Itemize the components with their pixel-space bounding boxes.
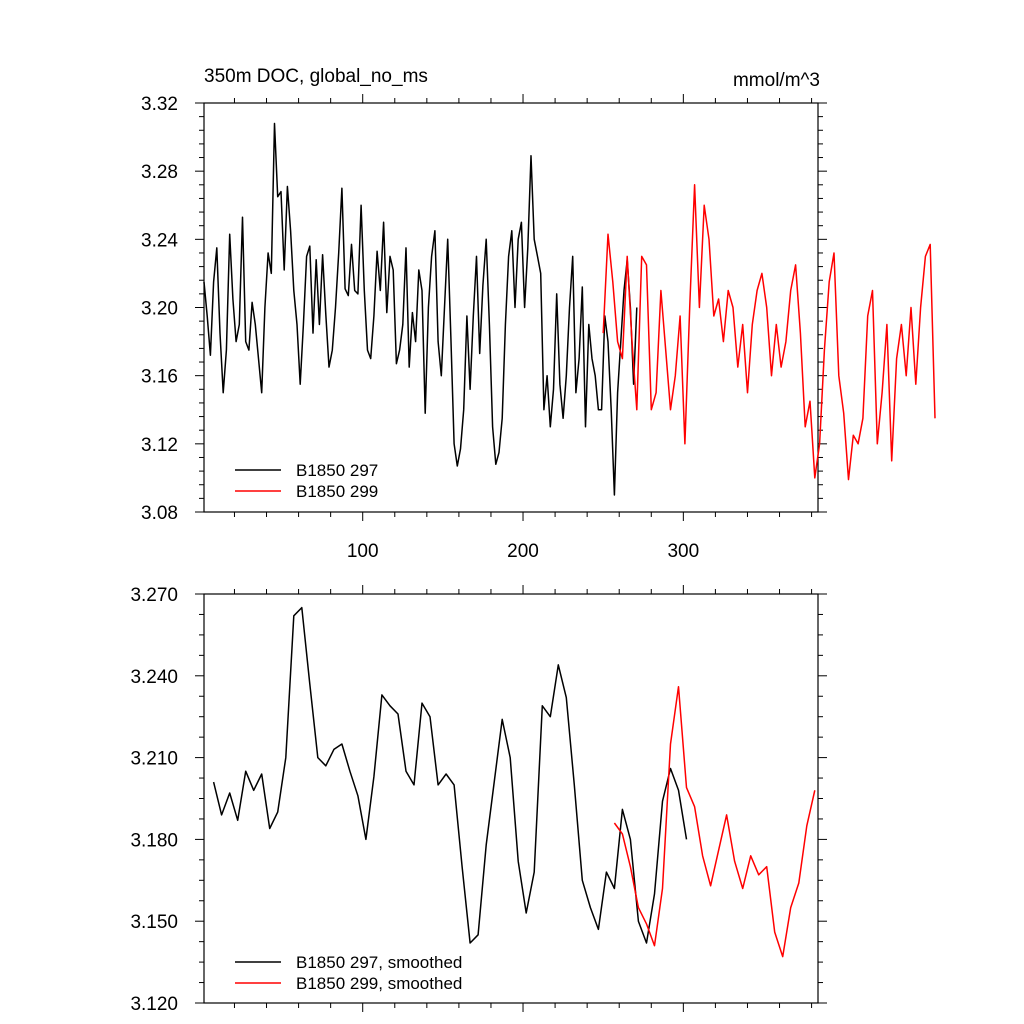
top-ytick-label: 3.28 <box>141 162 178 183</box>
top-panel: 350m DOC, global_no_ms mmol/m^3 3.08 3.1… <box>141 66 936 562</box>
bottom-ytick-labels: 3.120 3.150 3.180 3.210 3.240 3.270 <box>130 585 178 1015</box>
top-ytick-labels: 3.08 3.12 3.16 3.20 3.24 3.28 3.32 <box>141 94 178 524</box>
top-ytick-label: 3.24 <box>141 230 178 251</box>
top-ytick-label: 3.08 <box>141 503 178 524</box>
bottom-legend-label-b1850-297-smoothed: B1850 297, smoothed <box>296 953 462 972</box>
bottom-plot-frame <box>203 593 819 1004</box>
top-legend: B1850 297 B1850 299 <box>235 461 378 501</box>
top-legend-label-b1850-297: B1850 297 <box>296 461 378 480</box>
bottom-ytick-label: 3.150 <box>130 912 178 933</box>
top-units: mmol/m^3 <box>733 70 820 91</box>
top-ytick-label: 3.16 <box>141 367 178 388</box>
top-ticks <box>195 94 827 521</box>
top-series-line-b1850-297 <box>203 122 638 496</box>
top-series-line-b1850-299 <box>602 184 936 481</box>
bottom-ytick-label: 3.210 <box>130 749 178 770</box>
top-xtick-labels: 100 200 300 <box>347 541 699 562</box>
bottom-panel: 3.120 3.150 3.180 3.210 3.240 3.270 B185… <box>130 585 827 1015</box>
bottom-series-line-b1850-297-smoothed <box>212 606 688 944</box>
top-ytick-label: 3.20 <box>141 299 178 320</box>
bottom-ticks <box>195 585 827 1012</box>
bottom-legend: B1850 297, smoothed B1850 299, smoothed <box>235 953 462 993</box>
top-xtick-label: 200 <box>507 541 539 562</box>
top-xtick-label: 300 <box>667 541 699 562</box>
top-title: 350m DOC, global_no_ms <box>204 66 428 87</box>
bottom-legend-label-b1850-299-smoothed: B1850 299, smoothed <box>296 974 462 993</box>
bottom-series-line-b1850-299-smoothed <box>613 685 816 958</box>
top-ytick-label: 3.32 <box>141 94 178 115</box>
top-xtick-label: 100 <box>347 541 379 562</box>
top-legend-label-b1850-299: B1850 299 <box>296 482 378 501</box>
top-ytick-label: 3.12 <box>141 435 178 456</box>
bottom-ytick-label: 3.270 <box>130 585 178 606</box>
bottom-ytick-label: 3.240 <box>130 667 178 688</box>
bottom-ytick-label: 3.180 <box>130 830 178 851</box>
bottom-ytick-label: 3.120 <box>130 994 178 1015</box>
